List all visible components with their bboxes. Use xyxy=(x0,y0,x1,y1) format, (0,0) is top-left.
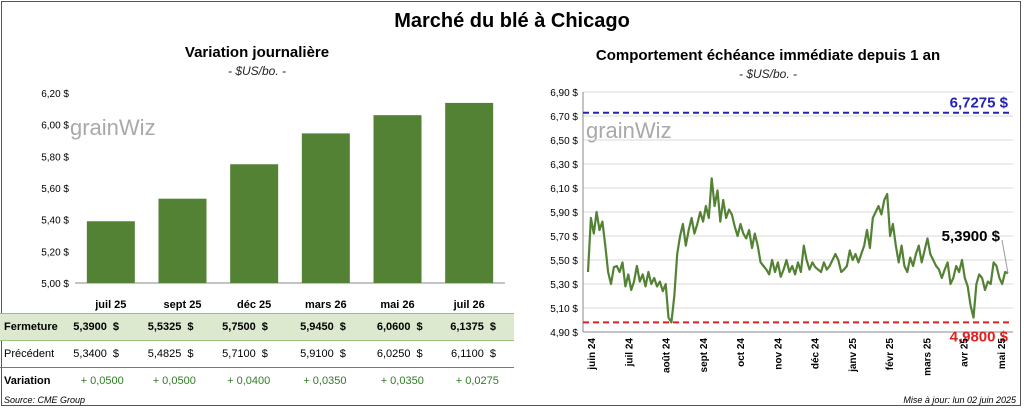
dollar-sign: $ xyxy=(261,348,268,360)
close-value: 5,3900 xyxy=(73,321,107,333)
close-value: 5,9450 xyxy=(300,321,334,333)
left-chart-unit: - $US/bo. - xyxy=(227,64,287,78)
x-tick-label: mars 25 xyxy=(922,338,933,376)
row-label-change: Variation xyxy=(4,375,51,387)
bar-chart: grainWiz 5,00 $ 5,20 $ 5,40 $ 5,60 $ 5,80 $ 6… xyxy=(41,89,505,311)
x-tick-label: déc 25 xyxy=(237,299,271,311)
x-tick-label: déc 24 xyxy=(811,338,822,370)
x-tick-label: nov 24 xyxy=(773,338,784,370)
dollar-sign: $ xyxy=(261,321,268,333)
y-tick-label: 5,50 $ xyxy=(550,256,578,267)
row-label-close: Fermeture xyxy=(0,313,68,341)
high-label: 6,7275 $ xyxy=(950,95,1009,112)
change-value: + 0,0500 xyxy=(152,375,196,387)
y-tick-label: 5,90 $ xyxy=(550,208,578,219)
previous-value: 5,9100 xyxy=(300,348,334,360)
dollar-sign: $ xyxy=(489,321,496,333)
x-tick-label: mai 25 xyxy=(997,338,1008,370)
right-chart-title: Comportement échéance immédiate depuis 1… xyxy=(595,47,941,64)
x-tick-label: sept 24 xyxy=(699,338,710,373)
x-tick-label: janv 25 xyxy=(848,338,859,373)
previous-value: 5,3400 xyxy=(73,348,107,360)
main-title: Marché du blé à Chicago xyxy=(394,10,630,32)
previous-value: 6,1100 xyxy=(451,348,484,360)
update-note: Mise à jour: lun 02 juin 2025 xyxy=(903,395,1016,405)
low-label: 4,9800 $ xyxy=(950,328,1009,345)
bar xyxy=(373,115,422,284)
x-tick-label: juil 25 xyxy=(94,299,126,311)
last-value-leader xyxy=(1001,239,1009,274)
previous-value: 6,0250 xyxy=(376,348,411,360)
dollar-sign: $ xyxy=(416,321,423,333)
grainwiz-logo: grainWiz xyxy=(70,115,156,140)
table-row-close: Fermeture 5,3900 $ 5,5325 $ 5,7500 $ 5,9450… xyxy=(0,313,514,341)
y-tick-label: 6,90 $ xyxy=(550,88,578,99)
dollar-sign: $ xyxy=(112,321,120,333)
change-value: + 0,0400 xyxy=(227,375,271,387)
x-tick-label: août 24 xyxy=(662,338,673,373)
x-tick-label: juil 24 xyxy=(624,338,635,368)
row-label-previous: Précédent xyxy=(4,348,55,360)
y-tick-label: 6,50 $ xyxy=(550,136,578,147)
change-value: + 0,0500 xyxy=(80,375,124,387)
x-tick-label: mars 26 xyxy=(305,299,347,311)
bar xyxy=(445,102,494,283)
source-note: Source: CME Group xyxy=(4,395,86,405)
y-tick-label: 6,70 $ xyxy=(550,112,578,123)
y-tick-label: 5,80 $ xyxy=(41,152,69,163)
y-tick-label: 6,10 $ xyxy=(550,184,578,195)
change-value: + 0,0350 xyxy=(303,375,347,387)
y-tick-label: 4,90 $ xyxy=(550,328,578,339)
x-tick-label: juin 24 xyxy=(587,338,598,371)
dollar-sign: $ xyxy=(489,348,496,360)
left-chart-title: Variation journalière xyxy=(184,44,330,61)
previous-value: 5,7100 xyxy=(222,348,256,360)
y-tick-label: 5,60 $ xyxy=(41,184,69,195)
price-series-line xyxy=(586,177,1009,324)
last-value-label: 5,3900 $ xyxy=(942,228,1001,245)
dollar-sign: $ xyxy=(339,321,346,333)
y-tick-label: 6,20 $ xyxy=(41,89,69,100)
bar xyxy=(301,133,350,283)
change-value: + 0,0275 xyxy=(455,375,499,387)
right-chart-unit: - $US/bo. - xyxy=(738,67,798,81)
x-tick-label: mai 26 xyxy=(380,299,414,311)
previous-value: 5,4825 xyxy=(147,348,182,360)
y-tick-label: 5,40 $ xyxy=(41,216,69,227)
y-tick-label: 5,10 $ xyxy=(550,304,578,315)
line-chart: grainWiz 4,90 $ 5,10 $ 5,30 $ 5,50 $ 5,70 $ 5… xyxy=(550,88,1013,376)
x-tick-label: juil 26 xyxy=(453,299,485,311)
x-tick-label: avr 25 xyxy=(960,338,971,367)
y-tick-label: 5,70 $ xyxy=(550,232,578,243)
close-value: 5,5325 xyxy=(147,321,182,333)
dollar-sign: $ xyxy=(112,348,120,360)
dollar-sign: $ xyxy=(187,321,194,333)
grainwiz-logo: grainWiz xyxy=(586,118,672,143)
y-tick-label: 5,30 $ xyxy=(550,280,578,291)
y-tick-label: 5,20 $ xyxy=(41,247,69,258)
x-tick-label: févr 25 xyxy=(885,338,896,371)
close-value: 5,7500 xyxy=(222,321,256,333)
prices-table: Fermeture 5,3900 $ 5,5325 $ 5,7500 $ 5,9450… xyxy=(0,313,514,394)
bar xyxy=(86,221,135,283)
close-value: 6,1375 xyxy=(450,321,484,333)
y-tick-label: 6,00 $ xyxy=(41,121,69,132)
change-value: + 0,0350 xyxy=(380,375,424,387)
x-tick-label: sept 25 xyxy=(164,299,202,311)
bar xyxy=(158,198,207,283)
table-row-change: Variation + 0,0500 + 0,0500 + 0,0400 + 0… xyxy=(0,367,514,395)
close-value: 6,0600 xyxy=(376,321,411,333)
dollar-sign: $ xyxy=(187,348,194,360)
y-tick-label: 6,30 $ xyxy=(550,160,578,171)
dollar-sign: $ xyxy=(339,348,346,360)
bar xyxy=(230,164,279,283)
dollar-sign: $ xyxy=(416,348,423,360)
y-tick-label: 5,00 $ xyxy=(41,279,69,290)
x-tick-label: oct 24 xyxy=(736,338,747,367)
table-row-previous: Précédent 5,3400 $ 5,4825 $ 5,7100 $ 5,9100… xyxy=(0,341,514,368)
